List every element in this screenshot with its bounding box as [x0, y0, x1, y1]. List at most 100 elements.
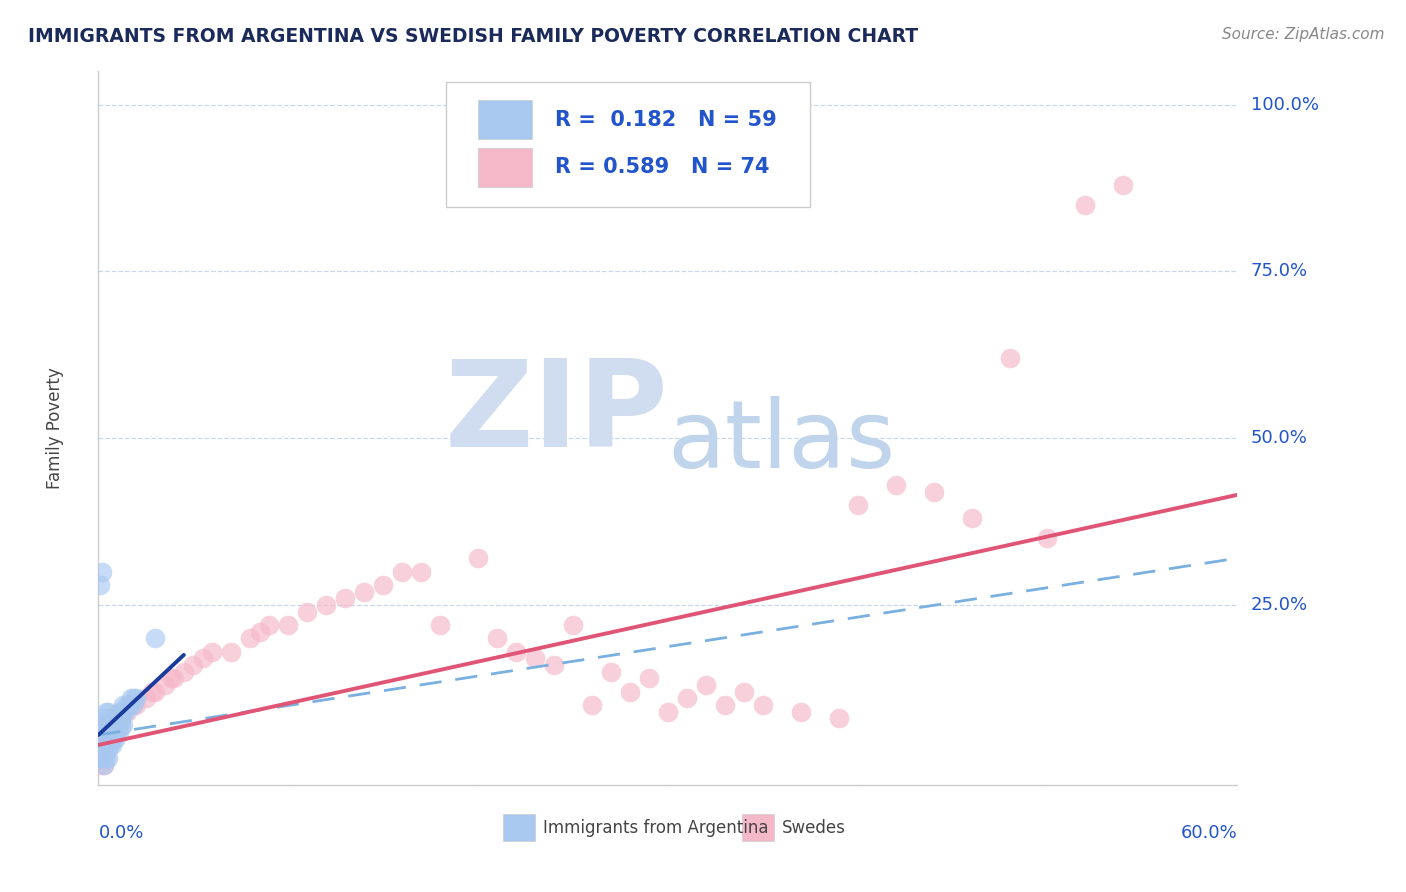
Point: [97, 718, 120, 732]
Point: [115, 698, 138, 712]
Point: [103, 718, 125, 732]
Text: atlas: atlas: [668, 396, 896, 489]
Point: [94, 745, 117, 759]
Point: [145, 632, 167, 646]
Point: [695, 678, 717, 692]
Point: [121, 698, 143, 712]
Point: [93, 731, 115, 746]
Point: [371, 578, 394, 592]
Point: [183, 657, 205, 672]
Point: [93, 745, 115, 759]
Point: [714, 698, 737, 712]
Point: [790, 705, 813, 719]
Text: R =  0.182   N = 59: R = 0.182 N = 59: [555, 110, 778, 129]
Point: [100, 738, 122, 752]
Point: [98, 711, 121, 725]
Point: [391, 565, 413, 579]
Point: [89, 738, 111, 752]
Point: [828, 711, 851, 725]
Point: [524, 651, 547, 665]
Point: [103, 724, 125, 739]
Point: [89, 751, 111, 765]
Point: [125, 691, 148, 706]
Point: [121, 698, 143, 712]
Point: [112, 705, 135, 719]
Point: [135, 691, 157, 706]
Point: [411, 565, 433, 579]
Point: [91, 745, 114, 759]
Point: [159, 671, 181, 685]
FancyBboxPatch shape: [478, 148, 533, 187]
Point: [97, 751, 120, 765]
Point: [118, 698, 141, 712]
Point: [89, 758, 111, 772]
Point: [107, 724, 129, 739]
Point: [91, 724, 114, 739]
Point: [89, 745, 111, 759]
Point: [91, 711, 114, 725]
Point: [91, 751, 114, 765]
Point: [733, 684, 755, 698]
Point: [600, 665, 623, 679]
Text: ZIP: ZIP: [444, 355, 668, 473]
Point: [676, 691, 699, 706]
Point: [103, 731, 125, 746]
Point: [107, 718, 129, 732]
Point: [91, 731, 114, 746]
Point: [100, 724, 122, 739]
Point: [89, 578, 111, 592]
Point: [467, 551, 489, 566]
Point: [108, 705, 131, 719]
Point: [125, 698, 148, 712]
FancyBboxPatch shape: [446, 82, 810, 207]
Point: [173, 665, 195, 679]
FancyBboxPatch shape: [478, 100, 533, 139]
Point: [297, 605, 319, 619]
Point: [91, 565, 114, 579]
Point: [98, 731, 121, 746]
Point: [353, 584, 375, 599]
Point: [100, 711, 122, 725]
FancyBboxPatch shape: [742, 814, 773, 840]
Point: [93, 758, 115, 772]
Point: [562, 618, 585, 632]
Text: R = 0.589   N = 74: R = 0.589 N = 74: [555, 157, 769, 178]
Point: [98, 738, 121, 752]
Point: [94, 751, 117, 765]
Point: [93, 724, 115, 739]
Point: [112, 718, 135, 732]
Point: [97, 731, 120, 746]
Point: [104, 724, 127, 739]
Point: [93, 718, 115, 732]
Point: [153, 678, 176, 692]
Point: [141, 684, 163, 698]
Point: [94, 705, 117, 719]
Point: [94, 718, 117, 732]
Point: [619, 684, 641, 698]
Point: [100, 731, 122, 746]
Point: [108, 718, 131, 732]
Point: [93, 745, 115, 759]
Point: [112, 698, 135, 712]
Point: [108, 724, 131, 739]
Point: [1036, 531, 1059, 545]
Point: [100, 711, 122, 725]
Point: [97, 738, 120, 752]
Point: [201, 644, 224, 658]
Text: 0.0%: 0.0%: [98, 824, 143, 842]
Point: [120, 691, 142, 706]
Text: 50.0%: 50.0%: [1251, 429, 1308, 447]
Point: [752, 698, 775, 712]
Text: Immigrants from Argentina: Immigrants from Argentina: [543, 819, 768, 837]
Point: [100, 724, 122, 739]
Point: [960, 511, 983, 525]
Point: [94, 731, 117, 746]
Point: [97, 718, 120, 732]
Point: [93, 738, 115, 752]
Point: [145, 684, 167, 698]
Point: [543, 657, 565, 672]
Point: [107, 711, 129, 725]
Point: [239, 632, 262, 646]
Point: [1074, 198, 1097, 212]
Point: [1112, 178, 1135, 192]
